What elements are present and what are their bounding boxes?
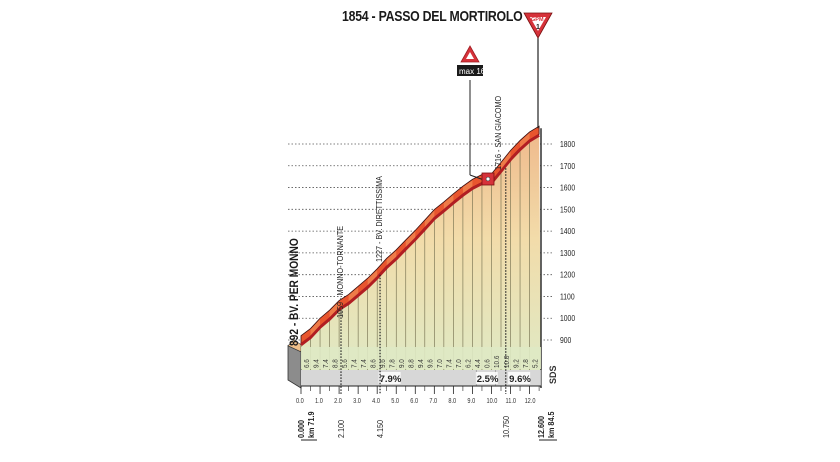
ribbon-tile <box>443 194 454 209</box>
x-tick-label: 10.0 <box>486 397 497 405</box>
segment-gradient-label: 8.6 <box>370 359 378 368</box>
segment-gradient-label: 9.0 <box>399 359 407 368</box>
x-tick-label: 12.0 <box>525 397 536 405</box>
x-tick-label: 4.0 <box>372 397 380 405</box>
y-tick-label: 1600 <box>560 183 575 193</box>
gpm-badge-inner <box>530 17 546 31</box>
x-tick-label: 0.0 <box>296 397 304 405</box>
waypoint-label: 1059 - MONNO-TORNANTE <box>335 226 345 318</box>
segment-gradient-label: 4.4 <box>475 359 483 368</box>
ribbon-tile <box>424 210 435 228</box>
max-gradient-dot <box>485 176 491 182</box>
segment-gradient-label: 8.8 <box>332 359 340 368</box>
segment-gradient-label: 7.0 <box>437 359 445 368</box>
segment-gradient-label: 7.4 <box>446 359 454 368</box>
sector-label-bg <box>378 372 401 384</box>
y-tick-label: 1000 <box>560 313 575 323</box>
y-tick-label: 1200 <box>560 270 575 280</box>
sector-average-label: 9.6% <box>509 374 531 385</box>
distance-marker-label: 12.600 <box>536 415 546 438</box>
y-tick-label: 1300 <box>560 248 575 258</box>
ribbon-tile <box>501 151 511 170</box>
ribbon-tile <box>405 231 416 247</box>
ribbon-tile <box>462 180 473 194</box>
ribbon-tile <box>367 269 378 286</box>
sector-average-label: 2.5% <box>477 374 499 385</box>
sds-logo: SDS <box>548 365 558 384</box>
y-tick-label: 1400 <box>560 226 575 236</box>
ribbon-tile <box>386 250 397 266</box>
max-gradient-badge <box>457 65 483 76</box>
ribbon-tile <box>348 287 359 302</box>
x-tick-label: 1.0 <box>315 397 323 405</box>
segment-gradient-label: 7.8 <box>522 359 530 368</box>
segment-gradient-label: 9.6 <box>380 359 388 368</box>
distance-marker-label: 0.000 <box>296 419 306 438</box>
waypoint-label: 1716 - SAN GIACOMO <box>493 96 503 170</box>
profile-area <box>301 132 541 370</box>
y-tick-label: 900 <box>560 335 571 345</box>
segment-gradient-label: 8.8 <box>408 359 416 368</box>
gpm-category: 1 <box>536 24 540 31</box>
gpm-label: GPM <box>531 17 544 23</box>
distance-marker-label: 2.100 <box>336 419 346 438</box>
x-tick-label: 5.0 <box>391 397 399 405</box>
x-tick-label: 3.0 <box>353 397 361 405</box>
segment-gradient-label: 10.8 <box>503 355 511 368</box>
segment-gradient-label: 10.6 <box>494 355 502 368</box>
y-tick-label: 1100 <box>560 292 575 302</box>
segment-gradient-label: 7.4 <box>351 359 359 368</box>
segment-gradient-label: 5.2 <box>532 359 540 368</box>
x-tick-label: 8.0 <box>448 397 456 405</box>
x-tick-label: 11.0 <box>506 397 517 405</box>
x-tick-label: 2.0 <box>334 397 342 405</box>
waypoint-label: 1227 - BV. DIRETTISSIMA <box>375 175 385 262</box>
segment-gradient-label: 9.4 <box>313 359 321 368</box>
ribbon-tile <box>310 319 321 336</box>
segment-gradient-label: 9.2 <box>513 359 521 368</box>
segment-gradient-label: 7.8 <box>389 359 397 368</box>
distance-marker-label: 4.150 <box>376 419 386 438</box>
warning-triangle-inner <box>466 52 474 59</box>
segment-gradient-label: 0.6 <box>484 359 492 368</box>
gradient-strip <box>301 347 541 369</box>
sector-average-label: 7.9% <box>380 374 402 385</box>
segment-gradient-label: 7.0 <box>456 359 464 368</box>
chart-title: 1854 - PASSO DEL MORTIROLO <box>342 8 523 25</box>
profile-side-face <box>287 345 302 389</box>
sector-label-bg <box>475 372 498 384</box>
segment-gradient-label: 9.4 <box>418 359 426 368</box>
segment-gradient-label: 7.4 <box>322 359 330 368</box>
sector-band <box>301 370 541 386</box>
segment-gradient-label: 9.6 <box>427 359 435 368</box>
distance-marker-label: 10.750 <box>501 415 511 438</box>
profile-edge <box>300 133 540 346</box>
start-location-label: 892 - BV. PER MONNO <box>288 238 301 346</box>
segment-gradient-label: 5.6 <box>341 359 349 368</box>
segment-gradient-label: 7.4 <box>361 359 369 368</box>
segment-gradient-label: 6.2 <box>465 359 473 368</box>
x-tick-label: 6.0 <box>410 397 418 405</box>
ribbon-tile <box>329 301 340 318</box>
y-tick-label: 1800 <box>560 139 575 149</box>
ribbon-tile <box>520 132 530 148</box>
y-tick-label: 1700 <box>560 161 575 171</box>
race-km-start: km 71.9 <box>306 411 316 438</box>
x-tick-label: 7.0 <box>429 397 437 405</box>
sector-label-bg <box>508 372 531 384</box>
y-tick-label: 1500 <box>560 205 575 215</box>
segment-gradient-label: 6.6 <box>303 359 311 368</box>
race-km-end: km 84.5 <box>546 411 556 438</box>
x-tick-label: 9.0 <box>467 397 475 405</box>
max-gradient-label: max 16% <box>459 67 492 76</box>
